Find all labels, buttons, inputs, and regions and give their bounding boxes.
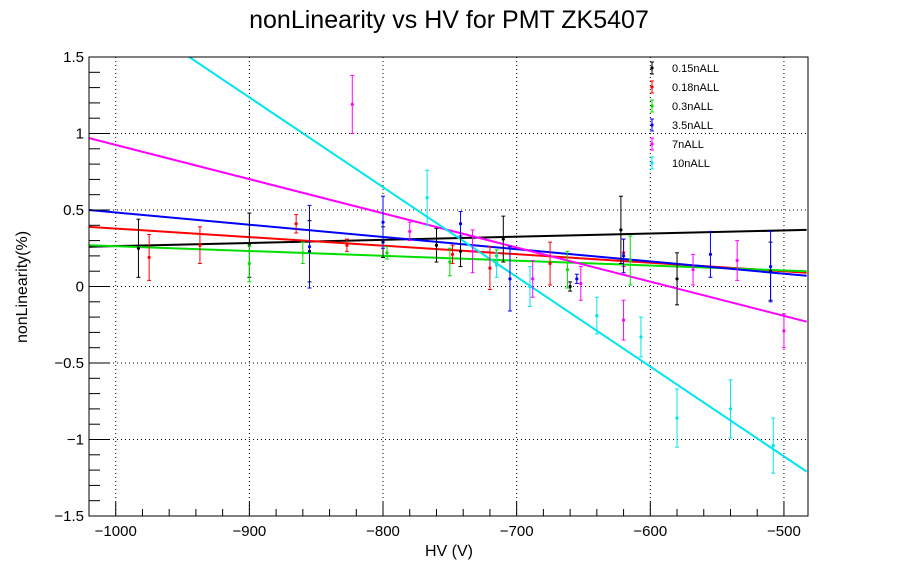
data-points — [136, 74, 786, 474]
data-point — [300, 241, 305, 265]
x-tick-label: −500 — [767, 523, 801, 540]
data-point — [294, 214, 299, 234]
data-point — [728, 379, 733, 439]
grid — [89, 57, 808, 516]
data-point — [470, 229, 475, 274]
y-tick-labels: −1.5 −1 −0.5 0 0.5 1 1.5 — [54, 49, 84, 525]
data-point — [487, 246, 492, 291]
legend-label: 0.18nALL — [672, 82, 719, 94]
data-point — [307, 204, 312, 289]
data-point — [735, 240, 740, 281]
y-tick-label: −1.5 — [54, 508, 84, 525]
data-point — [136, 218, 141, 278]
data-point — [621, 299, 626, 341]
y-tick-label: 1.5 — [63, 49, 84, 66]
data-point — [425, 169, 430, 226]
axis-ticks — [88, 56, 785, 517]
data-point — [638, 316, 643, 358]
data-point — [568, 281, 573, 292]
y-tick-label: 0 — [76, 279, 84, 296]
data-point — [407, 221, 412, 242]
data-point — [458, 211, 463, 237]
fit-line-0.3nALL — [89, 244, 807, 273]
fit-lines — [89, 57, 808, 473]
data-point — [447, 247, 452, 277]
chart-title: nonLinearity vs HV for PMT ZK5407 — [249, 6, 649, 34]
x-tick-label: −900 — [232, 523, 266, 540]
legend-item: 3.5nALL — [650, 118, 713, 132]
data-point — [530, 259, 535, 298]
data-point — [708, 230, 713, 278]
data-point — [771, 417, 776, 474]
data-point — [528, 266, 533, 307]
data-point — [548, 241, 553, 286]
y-tick-label: −0.5 — [54, 355, 84, 372]
legend-label: 0.3nALL — [672, 101, 713, 113]
data-point — [675, 388, 680, 448]
legend-item: 10nALL — [650, 156, 710, 170]
data-point — [768, 230, 773, 303]
data-point — [501, 215, 506, 263]
x-tick-labels: −1000 −900 −800 −700 −600 −500 — [95, 523, 801, 540]
x-axis-title: HV (V) — [425, 543, 473, 560]
legend-item: 0.3nALL — [650, 99, 713, 113]
data-point — [507, 246, 512, 312]
legend-label: 7nALL — [672, 139, 704, 151]
data-point — [385, 246, 390, 260]
x-tick-label: −600 — [633, 523, 667, 540]
data-point — [578, 266, 583, 301]
data-point — [618, 195, 623, 265]
y-tick-label: 0.5 — [63, 202, 84, 219]
legend-item: 0.18nALL — [650, 80, 719, 94]
data-point — [565, 250, 570, 289]
data-point — [628, 235, 633, 286]
data-point — [247, 244, 252, 283]
data-point — [450, 244, 455, 265]
y-tick-label: 1 — [76, 126, 84, 143]
legend-item: 7nALL — [650, 137, 704, 151]
legend-item: 0.15nALL — [650, 61, 719, 75]
fit-line-0.15nALL — [89, 228, 807, 248]
data-point — [675, 252, 680, 306]
y-tick-label: −1 — [67, 432, 84, 449]
fit-line-3.5nALL — [89, 209, 807, 277]
x-tick-label: −700 — [500, 523, 534, 540]
y-axis-title: nonLinearity(%) — [14, 231, 31, 343]
legend-label: 3.5nALL — [672, 120, 713, 132]
legend-label: 0.15nALL — [672, 63, 719, 75]
data-point — [350, 74, 355, 134]
data-point — [147, 233, 152, 281]
data-point — [691, 253, 696, 286]
data-point — [494, 252, 499, 278]
data-point — [594, 296, 599, 335]
data-point — [621, 238, 626, 274]
legend: 0.15nALL 0.18nALL 0.3nALL 3.5nALL 7nALL 10nAL… — [650, 61, 719, 170]
data-point — [574, 273, 579, 284]
data-point — [381, 195, 386, 249]
data-point — [344, 238, 349, 252]
data-point — [197, 226, 202, 265]
data-point — [434, 227, 439, 263]
legend-label: 10nALL — [672, 158, 710, 170]
data-point — [458, 235, 463, 268]
data-point — [781, 313, 786, 349]
x-tick-label: −1000 — [95, 523, 137, 540]
x-tick-label: −800 — [366, 523, 400, 540]
